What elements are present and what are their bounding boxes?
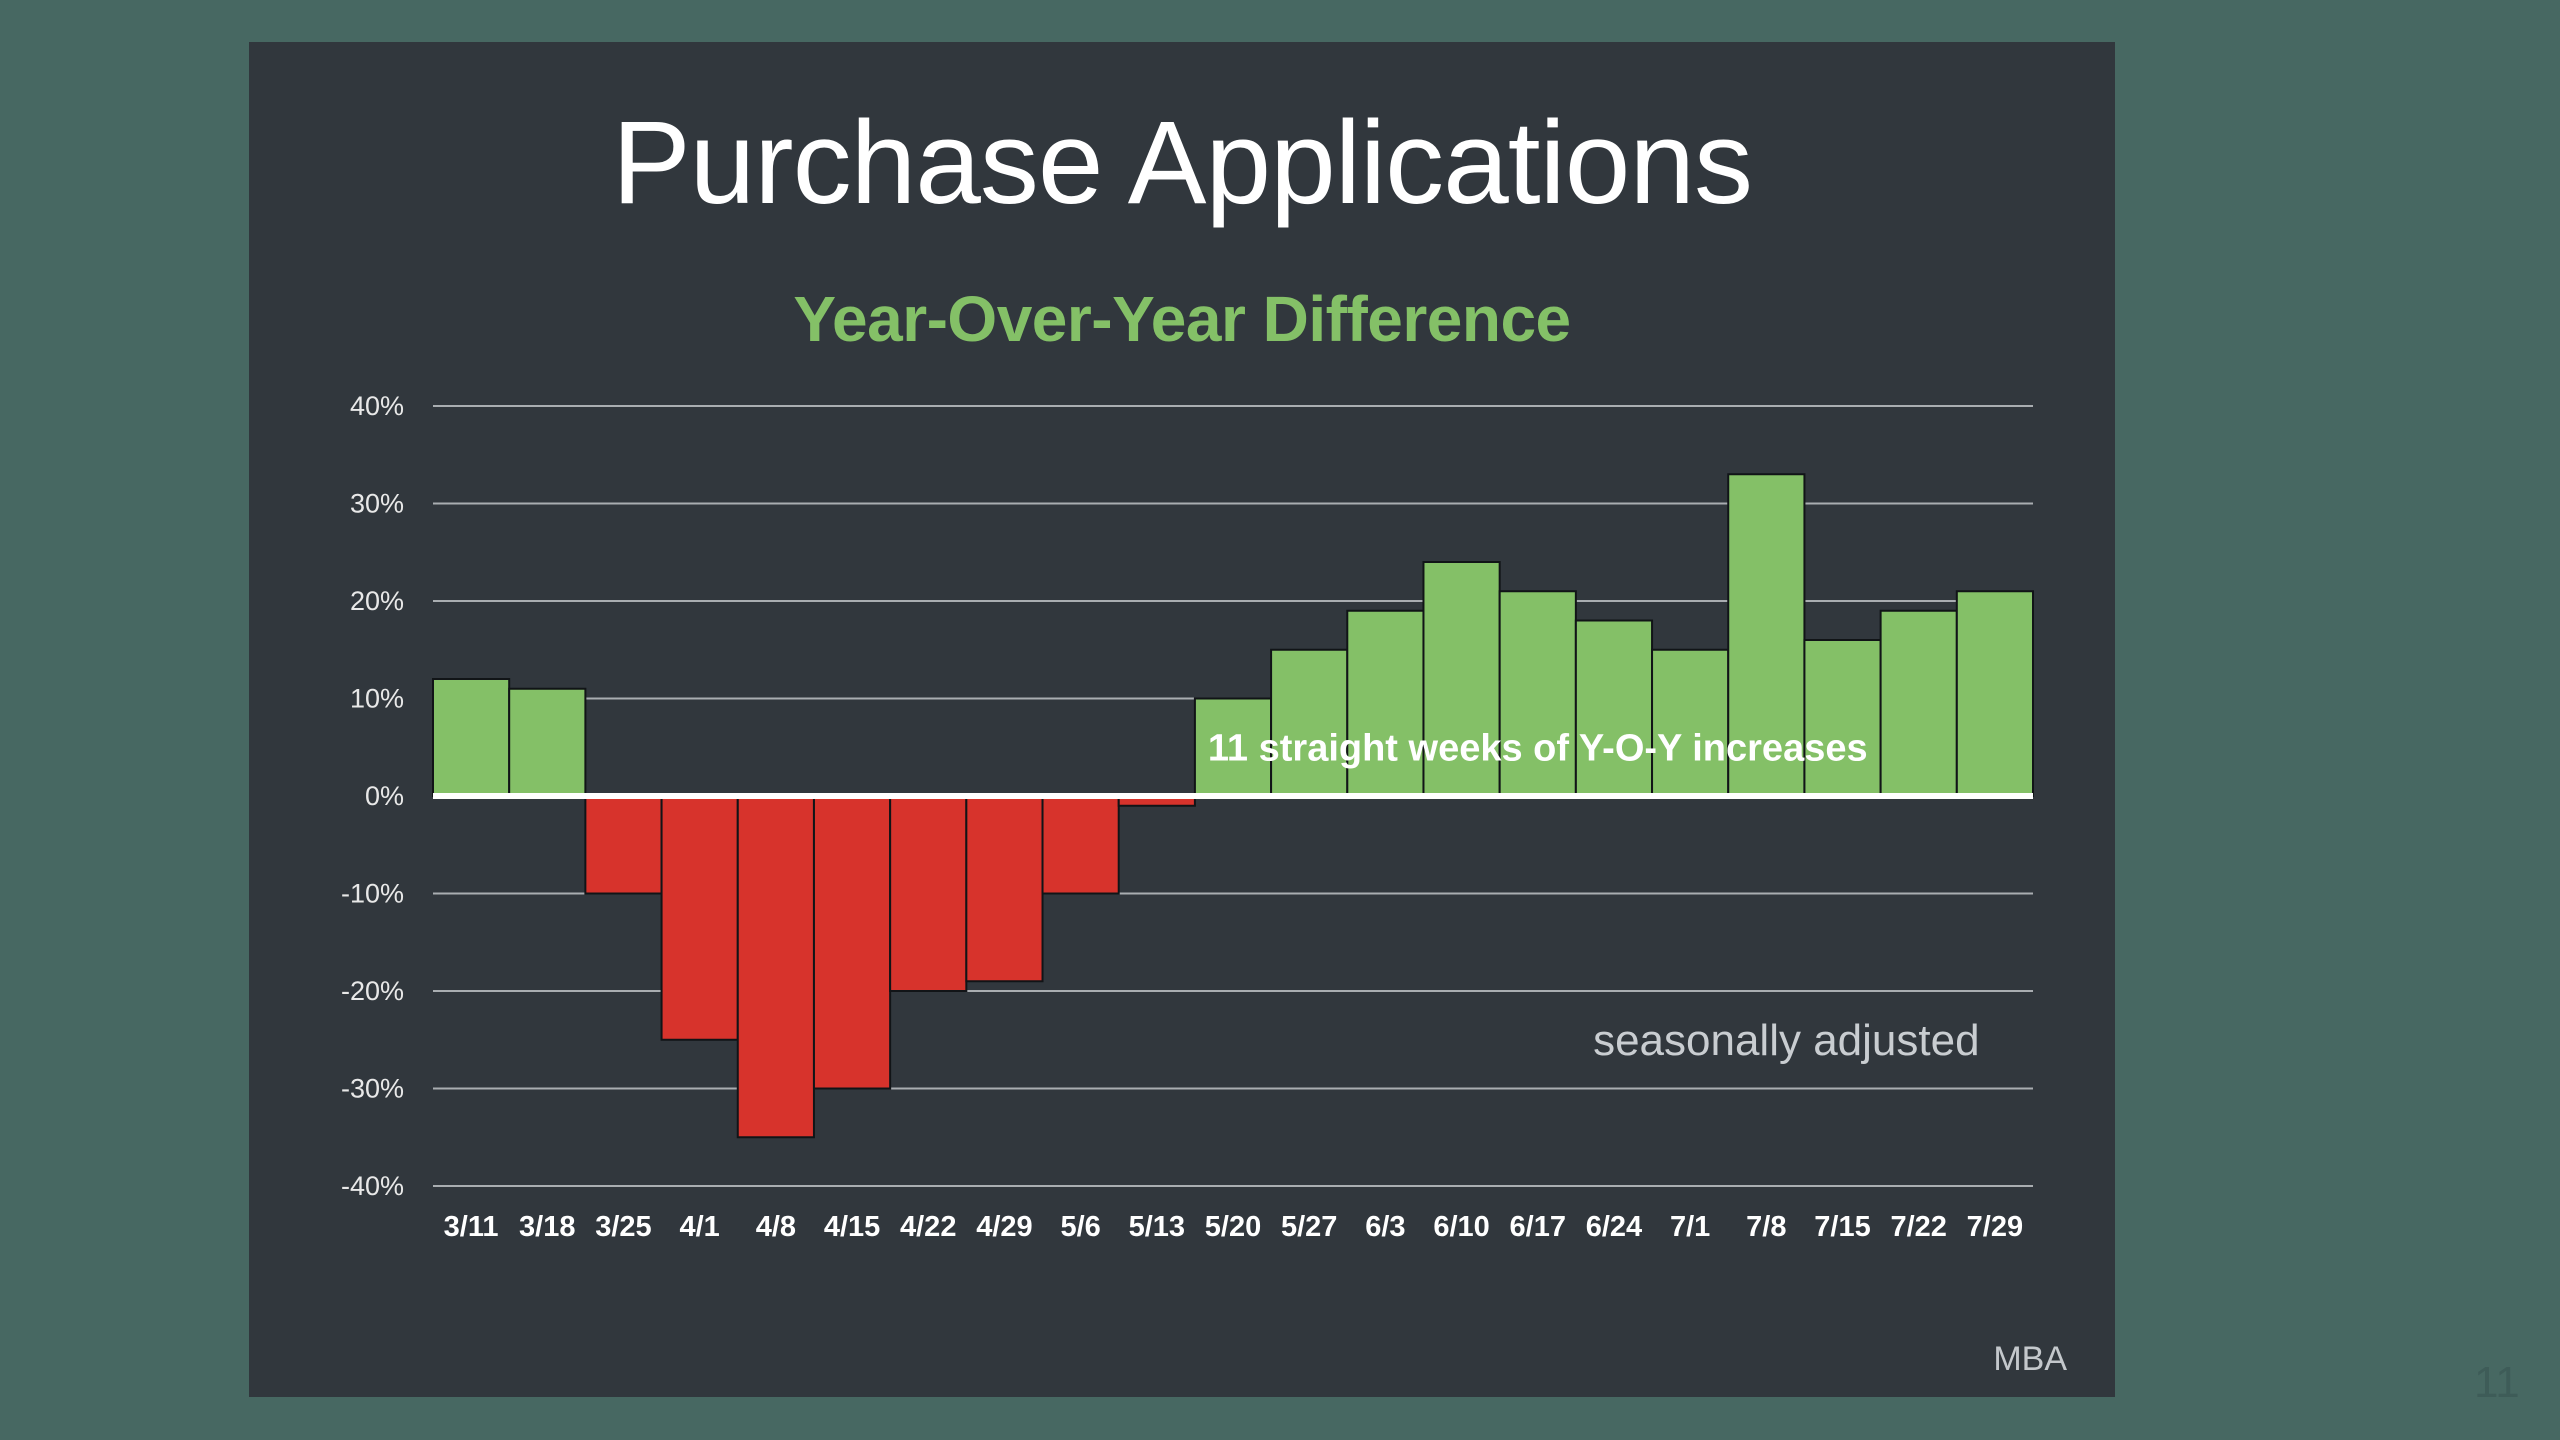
chart-title: Purchase Applications [611, 97, 1753, 229]
y-tick-label: 30% [350, 489, 404, 519]
x-tick-label: 7/29 [1967, 1211, 2023, 1243]
x-tick-label: 5/13 [1129, 1211, 1185, 1243]
y-tick-label: 10% [350, 684, 404, 714]
bar [1041, 795, 1120, 895]
x-tick-label: 3/25 [595, 1211, 651, 1243]
x-tick-label: 7/1 [1670, 1211, 1710, 1243]
bar [736, 795, 815, 1139]
x-tick-label: 4/8 [756, 1211, 796, 1243]
x-tick-label: 7/15 [1814, 1211, 1870, 1243]
bar [965, 795, 1044, 983]
source-label: MBA [1993, 1340, 2067, 1378]
bar [432, 678, 511, 797]
chart-subtitle: Year-Over-Year Difference [793, 283, 1571, 355]
y-tick-label: -10% [341, 879, 404, 909]
x-tick-label: 4/15 [824, 1211, 880, 1243]
bar [889, 795, 968, 992]
y-tick-label: -40% [341, 1171, 404, 1201]
x-tick-label: 6/10 [1433, 1211, 1489, 1243]
y-tick-label: 40% [350, 391, 404, 421]
x-tick-label: 5/27 [1281, 1211, 1337, 1243]
annotation-seasonal: seasonally adjusted [1593, 1016, 1979, 1065]
bar [1803, 639, 1882, 797]
bar [1193, 697, 1273, 797]
bar [508, 687, 587, 797]
bar [1346, 609, 1425, 797]
slide: Purchase Applications Year-Over-Year Dif… [249, 42, 2115, 1397]
bar [1651, 648, 1730, 797]
x-tick-label: 7/22 [1890, 1211, 1946, 1243]
bar [1270, 648, 1349, 797]
x-tick-label: 7/8 [1746, 1211, 1786, 1243]
bar [1574, 619, 1654, 797]
bar [1727, 473, 1806, 797]
x-tick-label: 4/22 [900, 1211, 956, 1243]
x-tick-label: 6/17 [1510, 1211, 1566, 1243]
x-tick-label: 4/29 [976, 1211, 1032, 1243]
annotation-streak: 11 straight weeks of Y-O-Y increases [1208, 727, 1868, 769]
bar [1955, 590, 2035, 797]
x-tick-label: 6/3 [1365, 1211, 1405, 1243]
y-tick-label: 0% [365, 781, 404, 811]
bar [1498, 590, 1577, 797]
x-tick-label: 5/20 [1205, 1211, 1261, 1243]
x-tick-label: 3/11 [444, 1211, 499, 1243]
x-tick-label: 3/18 [519, 1211, 575, 1243]
x-tick-label: 4/1 [680, 1211, 720, 1243]
page-number: 11 [2474, 1358, 2520, 1407]
x-tick-label: 5/6 [1060, 1211, 1100, 1243]
bar [1879, 609, 1958, 797]
bar [660, 795, 739, 1041]
x-tick-label: 6/24 [1586, 1211, 1642, 1243]
y-tick-label: -30% [341, 1074, 404, 1104]
bar [584, 795, 663, 895]
bar [1422, 561, 1501, 797]
bar-chart: 40% 30% 20% 10% 0% -10% -20% -30% -40% 3/11 3/18 3/… [341, 391, 2035, 1243]
y-tick-label: -20% [341, 976, 404, 1006]
y-tick-label: 20% [350, 586, 404, 616]
bar [812, 795, 892, 1090]
